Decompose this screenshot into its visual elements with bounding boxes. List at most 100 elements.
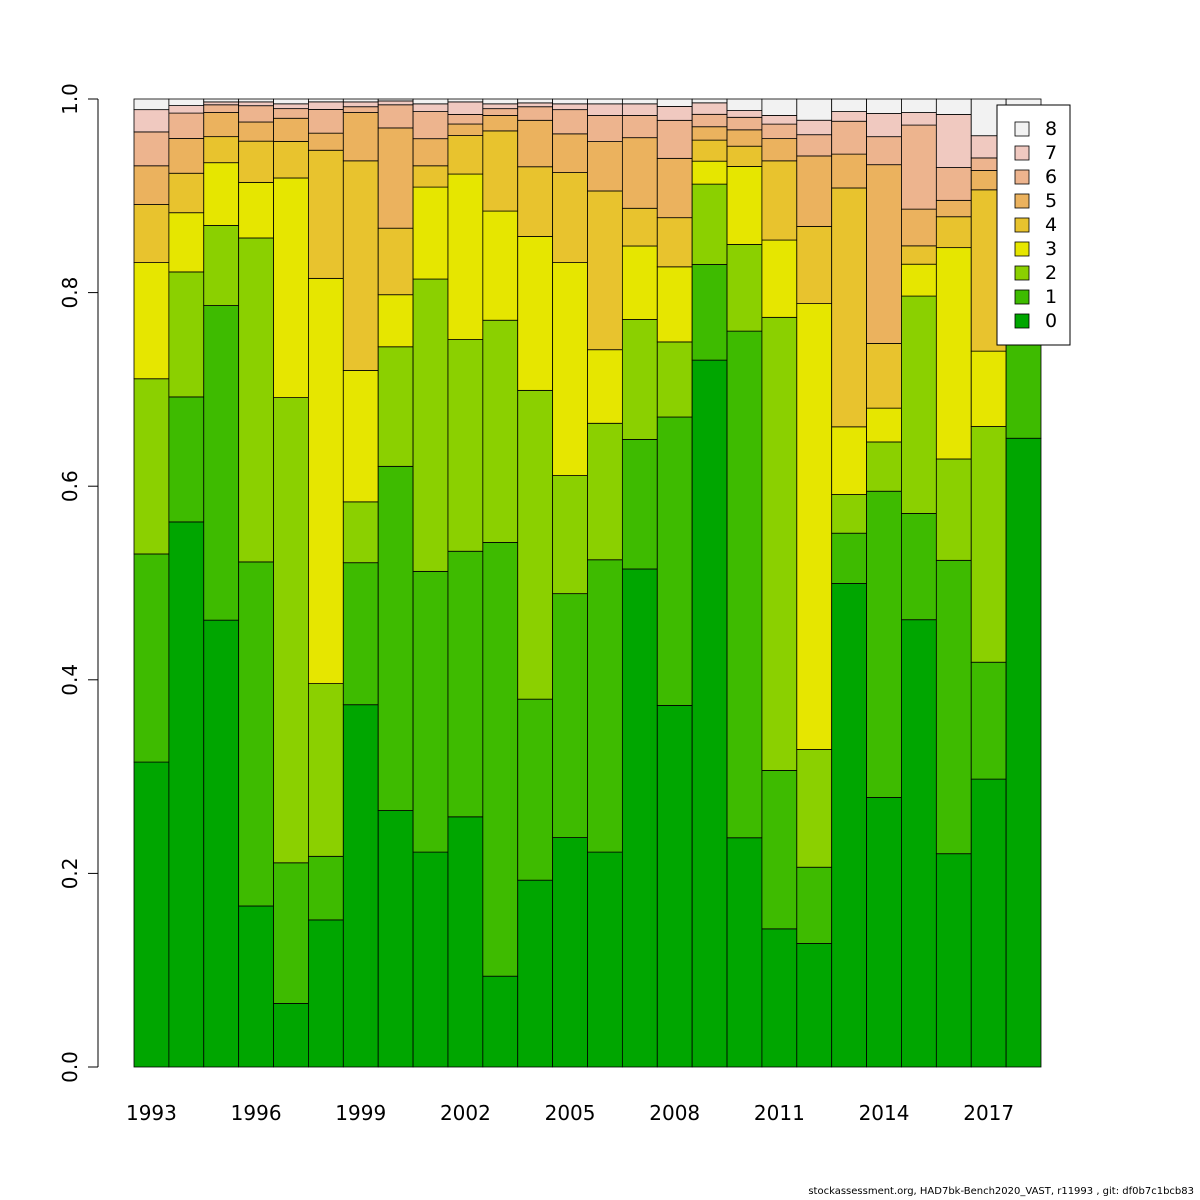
bar-1994-age-6 xyxy=(168,112,205,139)
bar-2009-age-5 xyxy=(691,126,728,141)
bar-stack-2000 xyxy=(377,98,414,1068)
bar-2013-age-1 xyxy=(831,532,867,584)
bar-stack-2002 xyxy=(447,98,484,1068)
bar-2007-age-8 xyxy=(621,98,658,105)
bar-2009-age-0 xyxy=(691,359,728,1068)
y-tick-label: 0.2 xyxy=(58,857,82,889)
legend-item-8: 8 xyxy=(1014,118,1057,140)
bar-stack-2001 xyxy=(412,98,449,1068)
bar-2010-age-6 xyxy=(726,116,763,131)
bar-2006-age-0 xyxy=(587,851,623,1068)
bar-1993-age-7 xyxy=(133,109,170,133)
bar-1999-age-8 xyxy=(342,98,379,103)
bar-2005-age-7 xyxy=(552,103,588,111)
bar-2015-age-1 xyxy=(901,513,937,621)
bar-2005-age-2 xyxy=(552,475,588,595)
bar-stack-2003 xyxy=(482,98,519,1068)
legend-item-4: 4 xyxy=(1014,214,1057,236)
bar-2007-age-7 xyxy=(621,103,658,116)
bar-2012-age-0 xyxy=(796,943,833,1068)
bar-2005-age-6 xyxy=(552,109,588,135)
bar-1993-age-8 xyxy=(133,98,170,111)
bar-1995-age-4 xyxy=(203,136,240,164)
bar-2012-age-3 xyxy=(796,303,833,750)
bar-2004-age-3 xyxy=(517,236,554,391)
bar-1997-age-1 xyxy=(273,862,309,1004)
legend-item-2: 2 xyxy=(1014,262,1057,284)
bar-2007-age-3 xyxy=(621,245,658,320)
bar-1998-age-7 xyxy=(308,101,344,110)
bar-2007-age-5 xyxy=(621,137,658,209)
bar-2000-age-0 xyxy=(377,810,414,1068)
legend-item-0: 0 xyxy=(1014,310,1057,332)
bar-2012-age-6 xyxy=(796,134,833,157)
bar-2000-age-7 xyxy=(377,100,414,106)
bar-2014-age-7 xyxy=(866,113,902,138)
bar-1997-age-7 xyxy=(273,103,309,110)
bar-2009-age-6 xyxy=(691,113,728,128)
bar-1998-age-0 xyxy=(308,919,344,1068)
bar-1993-age-1 xyxy=(133,553,170,763)
legend-swatch xyxy=(1014,145,1030,161)
legend-label: 2 xyxy=(1045,262,1057,284)
bar-2015-age-7 xyxy=(901,112,937,126)
bar-2016-age-4 xyxy=(935,216,972,249)
bar-2012-age-5 xyxy=(796,155,833,227)
bar-stack-2011 xyxy=(761,98,798,1068)
bar-2012-age-7 xyxy=(796,119,833,136)
x-tick-label: 2002 xyxy=(440,1101,491,1125)
bar-2004-age-2 xyxy=(517,389,554,700)
legend-swatch xyxy=(1014,289,1030,305)
legend-label: 1 xyxy=(1045,286,1057,308)
bar-2000-age-6 xyxy=(377,104,414,129)
bar-1999-age-0 xyxy=(342,704,379,1068)
bar-2007-age-2 xyxy=(621,319,658,440)
bar-2000-age-5 xyxy=(377,127,414,229)
bar-2016-age-8 xyxy=(935,98,972,115)
bar-2011-age-2 xyxy=(761,316,798,771)
bar-2007-age-1 xyxy=(621,438,658,570)
bar-2009-age-8 xyxy=(691,98,728,104)
bar-2015-age-3 xyxy=(901,263,937,297)
x-tick-label: 2011 xyxy=(754,1101,805,1125)
footer-credit: stockassessment.org, HAD7bk-Bench2020_VA… xyxy=(808,1186,1194,1197)
bars-layer xyxy=(133,98,1042,1068)
bar-1997-age-0 xyxy=(273,1003,309,1068)
bar-1997-age-5 xyxy=(273,117,309,142)
bar-stack-1996 xyxy=(238,98,274,1068)
bar-1994-age-4 xyxy=(168,172,205,214)
bar-2014-age-1 xyxy=(866,490,902,798)
legend-item-1: 1 xyxy=(1014,286,1057,308)
bar-2013-age-4 xyxy=(831,187,867,428)
bar-1995-age-8 xyxy=(203,98,240,103)
legend-label: 3 xyxy=(1045,238,1057,260)
legend-label: 6 xyxy=(1045,166,1057,188)
bar-2016-age-1 xyxy=(935,559,972,855)
bar-2001-age-3 xyxy=(412,186,449,280)
x-axis: 1993 1996 1999 2002 2005 2008 2011 2014 2017 xyxy=(126,1101,1014,1125)
bar-2014-age-5 xyxy=(866,164,902,344)
legend-label: 0 xyxy=(1045,310,1057,332)
bar-2009-age-3 xyxy=(691,160,728,185)
bar-2012-age-4 xyxy=(796,225,833,305)
bar-stack-2013 xyxy=(831,98,867,1068)
bar-2006-age-7 xyxy=(587,103,623,116)
bar-2013-age-6 xyxy=(831,120,867,155)
bar-2014-age-0 xyxy=(866,797,902,1068)
bar-1998-age-1 xyxy=(308,855,344,921)
bar-2010-age-4 xyxy=(726,145,763,167)
bar-1993-age-6 xyxy=(133,131,170,167)
bar-stack-2009 xyxy=(691,98,728,1068)
bar-2013-age-2 xyxy=(831,494,867,534)
bar-2004-age-4 xyxy=(517,166,554,237)
bar-stack-2004 xyxy=(517,98,554,1068)
legend-swatch xyxy=(1014,265,1030,281)
y-tick-label: 0.0 xyxy=(58,1051,82,1083)
bar-1994-age-0 xyxy=(168,521,205,1068)
legend-box xyxy=(996,104,1071,346)
bar-2001-age-7 xyxy=(412,103,449,112)
bar-2006-age-2 xyxy=(587,422,623,561)
bar-2004-age-0 xyxy=(517,879,554,1068)
bar-2006-age-3 xyxy=(587,349,623,424)
